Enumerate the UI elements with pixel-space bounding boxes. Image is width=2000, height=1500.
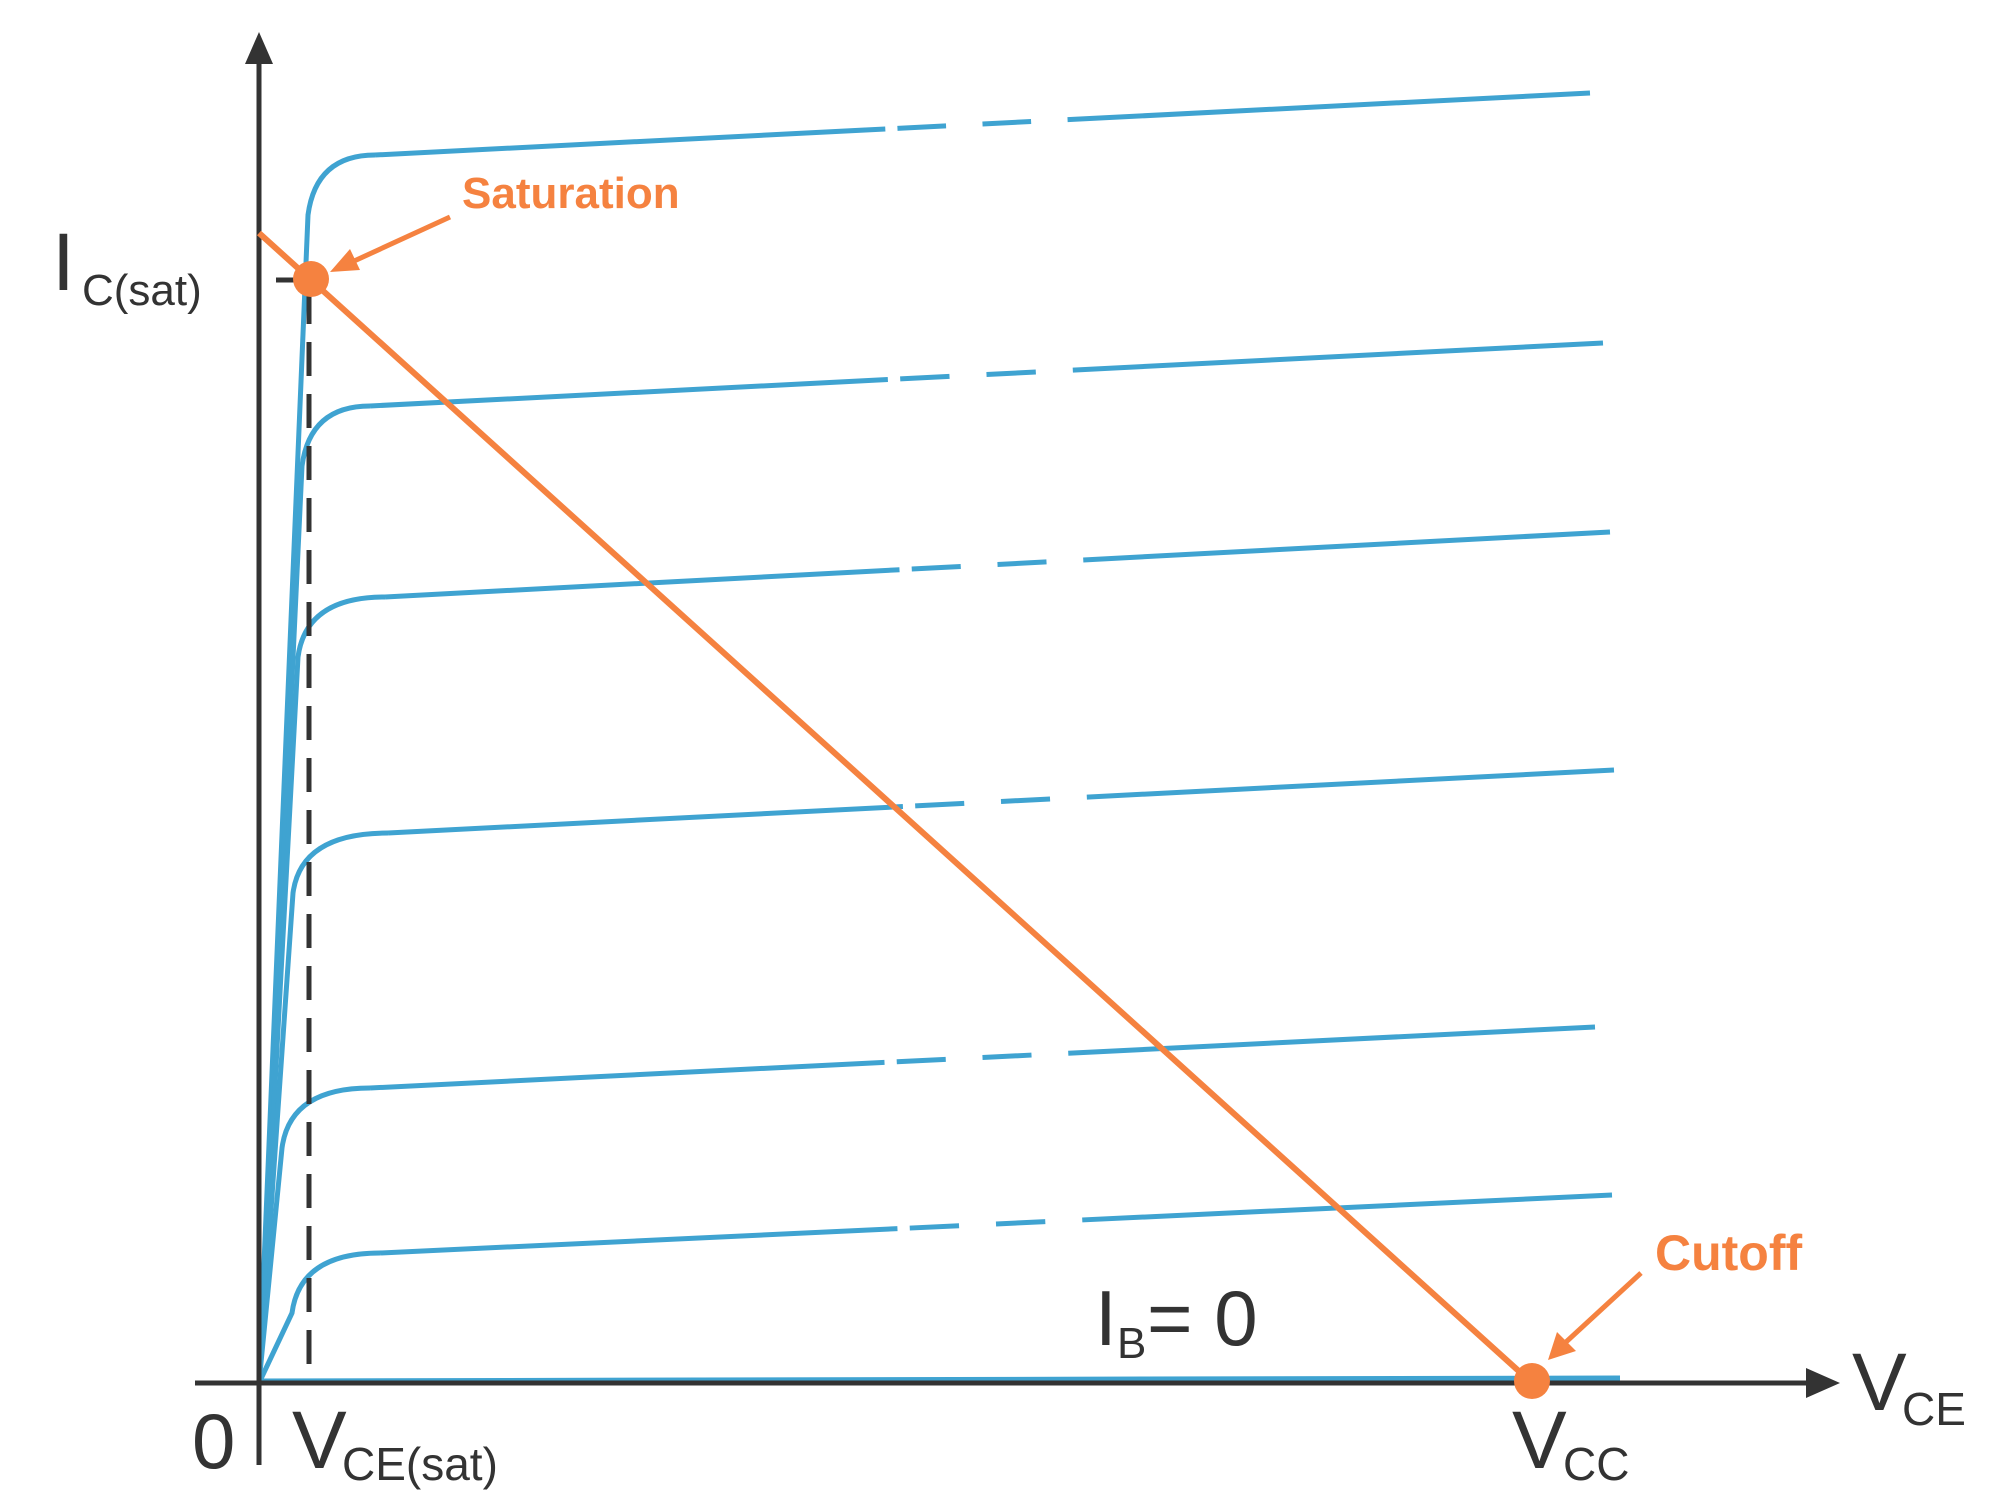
ib-curve-dash-5-1 [896, 1056, 946, 1065]
x-axis-arrowhead [1806, 1368, 1840, 1398]
ib-curve-flat-5-b [1068, 1024, 1596, 1056]
vce-sat-label-main: V [292, 1395, 347, 1486]
ib-curve-dash-6-1 [909, 1223, 960, 1231]
cutoff-label: Cutoff [1655, 1225, 1802, 1281]
ib-curve-rise-2 [256, 403, 371, 1384]
ib-curve-dash-1-1 [897, 123, 947, 131]
ib-curve-dash-3-2 [997, 559, 1047, 567]
ib-curve-flat-3-b [1083, 529, 1611, 563]
ib-curve-flat-3-a [384, 567, 900, 600]
saturation-arrow-line [350, 214, 452, 265]
cutoff-point [1514, 1363, 1550, 1399]
ib-curve-rise-5 [256, 1085, 371, 1384]
ib-curve-flat-1-b [1067, 90, 1591, 123]
ib-curve-rise-6 [256, 1250, 381, 1385]
ib-curve-flat-5-a [369, 1059, 885, 1091]
ib-curve-dash-2-2 [986, 369, 1036, 377]
ib-curve-flat-6-b [1082, 1192, 1613, 1223]
ib-curve-flat-4-b [1086, 767, 1615, 800]
saturation-point [293, 261, 329, 297]
ib-curve-dash-1-2 [982, 119, 1032, 127]
vcc-label-sub: CC [1563, 1438, 1629, 1490]
ib-curve-flat-6-a [379, 1226, 898, 1256]
dc-load-line [256, 230, 1535, 1386]
ib-curve-rise-3 [256, 594, 386, 1384]
ib-curve-rise-4 [256, 830, 389, 1384]
ib-curve-flat-1-a [374, 126, 886, 158]
ib-zero-label-rest: = 0 [1147, 1274, 1258, 1362]
cutoff-arrow-line [1564, 1271, 1643, 1344]
ib-curve-flat-2-b [1072, 340, 1604, 373]
ib-zero-label-main: I [1095, 1274, 1117, 1362]
ic-sat-label-main: I [52, 217, 75, 308]
ib-curve-rise-1 [256, 152, 376, 1384]
vce-axis-label-sub: CE [1902, 1383, 1966, 1435]
vce-sat-label-sub: CE(sat) [342, 1438, 498, 1490]
cutoff-arrowhead [1548, 1332, 1576, 1360]
ib-curve-dash-6-2 [995, 1219, 1046, 1227]
ib-curve-dash-5-2 [982, 1052, 1032, 1060]
saturation-arrowhead [330, 249, 360, 272]
ib-curve-dash-3-1 [911, 563, 961, 572]
collector-characteristic-curves [256, 90, 1621, 1385]
saturation-label: Saturation [462, 169, 680, 218]
ib-curve-dash-4-1 [915, 800, 965, 809]
ib-curve-flat-4-a [387, 804, 904, 836]
origin-label: 0 [192, 1397, 235, 1485]
vcc-label-main: V [1512, 1395, 1567, 1486]
vce-axis-label-main: V [1852, 1337, 1907, 1428]
ic-sat-label-sub: C(sat) [82, 266, 202, 315]
ib-curve-flat-2-a [369, 377, 888, 409]
y-axis-arrowhead [245, 32, 273, 64]
ib-curve-dash-2-1 [900, 373, 950, 382]
ib-curve-dash-4-2 [1000, 796, 1051, 804]
ib-zero-label-sub: B [1117, 1319, 1146, 1368]
